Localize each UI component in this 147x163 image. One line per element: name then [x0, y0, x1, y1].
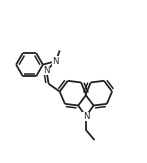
Text: N: N	[53, 57, 59, 66]
Text: N: N	[43, 66, 50, 75]
Text: N: N	[83, 112, 89, 121]
